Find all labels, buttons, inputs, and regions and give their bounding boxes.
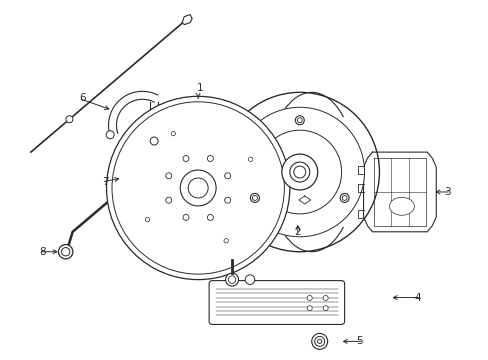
Circle shape <box>289 162 309 182</box>
Ellipse shape <box>145 138 250 238</box>
Circle shape <box>342 195 346 201</box>
Polygon shape <box>363 152 435 232</box>
Circle shape <box>317 339 321 343</box>
Circle shape <box>150 137 158 145</box>
Circle shape <box>171 131 175 136</box>
Circle shape <box>112 102 284 274</box>
Circle shape <box>207 215 213 220</box>
Ellipse shape <box>388 197 413 215</box>
Circle shape <box>314 336 324 346</box>
Circle shape <box>281 154 317 190</box>
Circle shape <box>306 306 312 311</box>
Circle shape <box>323 306 327 311</box>
Circle shape <box>183 156 188 162</box>
Circle shape <box>106 96 289 280</box>
Text: 6: 6 <box>79 93 86 103</box>
Circle shape <box>165 197 171 203</box>
Circle shape <box>183 215 188 220</box>
Circle shape <box>224 197 230 203</box>
Circle shape <box>235 107 364 237</box>
Text: 7: 7 <box>102 177 109 187</box>
Circle shape <box>224 173 230 179</box>
Circle shape <box>311 333 327 349</box>
Circle shape <box>297 118 302 123</box>
Circle shape <box>340 193 348 202</box>
Circle shape <box>295 116 304 125</box>
Circle shape <box>244 275 254 284</box>
Circle shape <box>188 178 208 198</box>
Text: 1: 1 <box>197 84 203 93</box>
Circle shape <box>180 170 216 206</box>
Circle shape <box>145 217 149 222</box>
Circle shape <box>323 296 327 301</box>
Circle shape <box>252 195 257 201</box>
Circle shape <box>228 276 235 283</box>
Text: 3: 3 <box>443 187 449 197</box>
Circle shape <box>248 157 252 162</box>
Circle shape <box>293 166 305 178</box>
Circle shape <box>106 131 114 139</box>
Circle shape <box>224 239 228 243</box>
Text: 4: 4 <box>413 293 420 302</box>
Circle shape <box>66 116 73 123</box>
Circle shape <box>104 94 292 282</box>
Circle shape <box>165 173 171 179</box>
Text: 2: 2 <box>294 227 301 237</box>
Polygon shape <box>182 15 192 24</box>
Circle shape <box>61 248 70 256</box>
Ellipse shape <box>122 116 273 260</box>
Circle shape <box>59 244 73 259</box>
Circle shape <box>250 193 259 202</box>
Circle shape <box>220 92 379 252</box>
Circle shape <box>207 156 213 162</box>
Circle shape <box>258 130 341 214</box>
Text: 8: 8 <box>40 247 46 257</box>
FancyBboxPatch shape <box>209 280 344 324</box>
Text: 5: 5 <box>356 336 362 346</box>
Circle shape <box>225 273 238 286</box>
Circle shape <box>306 296 312 301</box>
